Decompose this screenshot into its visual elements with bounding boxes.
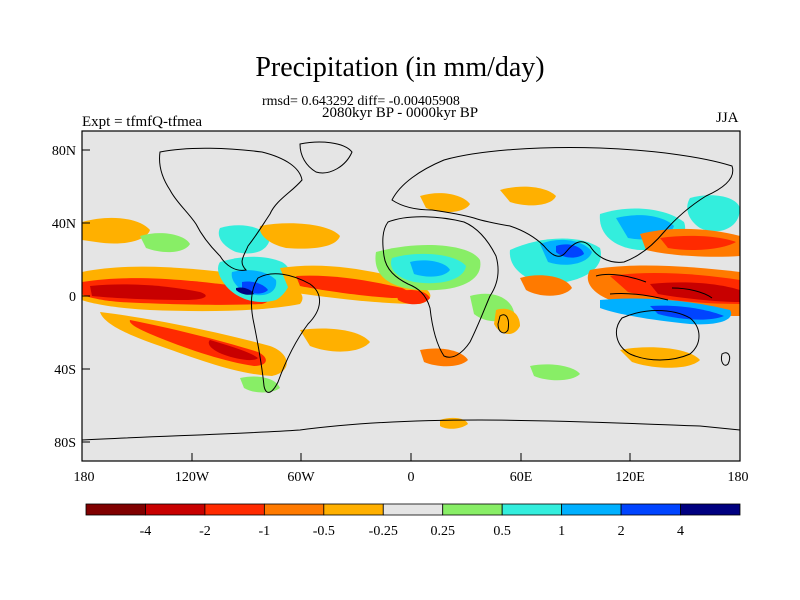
colorbar-label: 1 <box>558 524 565 539</box>
colorbar-label: -1 <box>259 524 271 539</box>
experiment-label: Expt = tfmfQ-tfmea <box>82 114 203 130</box>
lon-tick-labels: 180 120W 60W 0 60E 120E 180 <box>74 470 749 485</box>
colorbar-box <box>442 503 503 516</box>
patch-south-atlantic-dry <box>300 328 370 352</box>
patch-west-pacific-dry-strong <box>650 282 740 302</box>
colorbar-label: -2 <box>199 524 211 539</box>
patch-atlantic-itcz-dry-core <box>296 275 410 298</box>
lon-tick-label: 180 <box>728 470 749 485</box>
lon-tick-label: 0 <box>408 470 415 485</box>
colorbar-label: -0.5 <box>313 524 335 539</box>
patch-pacific-itcz-strong <box>90 284 206 300</box>
coastline-south-america <box>250 273 320 393</box>
coastline-eurasia <box>391 147 734 263</box>
patch-spcz-wet-core <box>650 305 724 320</box>
lon-tick-label: 180 <box>74 470 95 485</box>
season-label: JJA <box>716 110 739 126</box>
colorbar-box <box>85 503 146 516</box>
patch-north-pacific-east-dry <box>82 217 150 244</box>
coastline-australia <box>615 310 700 361</box>
colorbar-box <box>501 503 563 516</box>
colorbar-box <box>382 503 444 516</box>
colorbar-box <box>561 503 622 516</box>
coastline-antarctica <box>82 419 740 441</box>
patch-arabian-sea-dry <box>520 275 572 296</box>
coastlines <box>82 141 740 441</box>
colorbar-labels: -4 -2 -1 -0.5 -0.25 0.25 0.5 1 2 4 <box>140 524 684 539</box>
colorbar-label: 4 <box>677 524 684 539</box>
lon-axis <box>81 453 741 461</box>
patch-sahel-wet-strong <box>410 260 450 277</box>
coastline-new-zealand <box>721 352 731 366</box>
lat-tick-label: 80S <box>54 436 76 451</box>
patch-gulf-guinea-dry <box>396 290 430 305</box>
coastline-madagascar <box>497 314 509 334</box>
colorbar-box <box>204 503 265 516</box>
map-title: Precipitation (in mm/day) <box>255 52 545 83</box>
colorbar-box <box>620 503 681 516</box>
lat-axis <box>82 149 90 443</box>
patch-north-pacific-east-wet <box>140 233 190 253</box>
lon-tick-label: 120E <box>615 470 645 485</box>
colorbar-box <box>145 503 206 516</box>
patch-north-atlantic-wet <box>218 225 270 254</box>
lon-tick-label: 60E <box>510 470 533 485</box>
lat-tick-label: 40S <box>54 363 76 378</box>
patch-pacific-south-band-strong <box>208 340 258 361</box>
patch-mideast-dry <box>500 186 556 206</box>
patch-north-atlantic-dry <box>259 223 340 249</box>
colorbar-label: -4 <box>140 524 152 539</box>
lon-tick-label: 120W <box>175 470 210 485</box>
patch-southern-ocean-wet <box>240 376 280 393</box>
lat-tick-label: 0 <box>69 290 76 305</box>
patch-central-america-wet-max <box>236 287 254 295</box>
coastline-north-america <box>159 147 303 271</box>
coastline-greenland <box>299 141 353 174</box>
patch-south-pacific-dry <box>620 347 700 368</box>
patch-nw-pacific-dry-core <box>660 235 736 250</box>
patch-europe-dry <box>420 193 470 213</box>
colorbar <box>85 503 741 516</box>
colorbar-box <box>323 503 384 516</box>
anomaly-patches <box>82 186 740 429</box>
colorbar-box <box>680 503 741 516</box>
lat-tick-label: 80N <box>52 144 76 159</box>
lat-tick-label: 40N <box>52 217 76 232</box>
patch-north-pacific-wet <box>687 195 740 232</box>
patch-south-africa-dry <box>420 348 468 367</box>
rmsd-diff-stats: rmsd= 0.643292 diff= -0.00405908 <box>262 94 460 109</box>
coastline-africa <box>382 216 499 358</box>
patch-south-indian-wet <box>530 364 580 381</box>
time-period-label: 2080kyr BP - 0000kyr BP <box>322 105 479 121</box>
patch-madagascar-dry <box>494 308 520 335</box>
coastline-indonesia <box>595 273 713 301</box>
lon-tick-label: 60W <box>287 470 315 485</box>
colorbar-label: 0.5 <box>493 524 511 539</box>
colorbar-label: -0.25 <box>369 524 398 539</box>
colorbar-box <box>263 503 325 516</box>
colorbar-label: 0.25 <box>430 524 455 539</box>
lat-tick-labels: 80N 40N 0 40S 80S <box>52 144 76 451</box>
colorbar-label: 2 <box>618 524 625 539</box>
map-panel <box>82 131 740 461</box>
